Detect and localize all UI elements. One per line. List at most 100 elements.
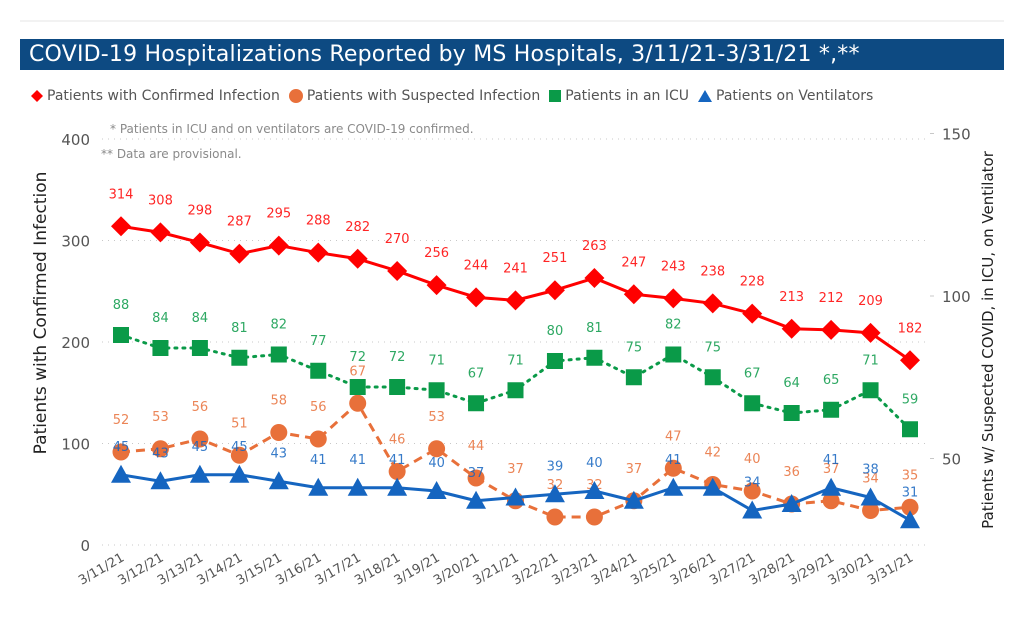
data-point (623, 490, 644, 509)
legend-label: Patients in an ICU (565, 88, 690, 104)
data-label: 82 (271, 318, 288, 333)
note-icu-ventilators: * Patients in ICU and on ventilators are… (110, 122, 474, 136)
legend-item-ventilators[interactable]: Patients on Ventilators (697, 88, 873, 104)
data-point (111, 216, 131, 237)
data-point (507, 382, 524, 399)
data-label: 36 (783, 465, 800, 480)
data-label: 59 (902, 392, 919, 407)
data-label: 45 (113, 440, 130, 455)
data-label: 40 (428, 456, 445, 471)
data-point (349, 379, 366, 395)
y-tick-label: 300 (61, 233, 90, 251)
data-point (347, 477, 368, 496)
circle-icon (288, 89, 303, 103)
data-point (191, 340, 208, 356)
data-point (428, 382, 445, 399)
data-label: 247 (621, 255, 646, 270)
data-point (821, 477, 842, 496)
top-divider (20, 20, 1004, 22)
data-label: 38 (862, 463, 879, 478)
note-provisional: ** Data are provisional. (101, 147, 242, 161)
data-label: 51 (231, 416, 248, 431)
data-label: 67 (744, 366, 761, 381)
data-label: 88 (113, 298, 130, 313)
data-point (189, 464, 210, 483)
data-label: 40 (586, 456, 603, 471)
data-label: 244 (464, 258, 489, 273)
data-label: 41 (665, 453, 682, 468)
data-label: 213 (779, 290, 804, 305)
data-label: 41 (389, 453, 406, 468)
data-point (623, 284, 644, 305)
data-point (901, 498, 919, 516)
legend: Patients with Confirmed Infection Patien… (30, 88, 881, 104)
data-label: 65 (823, 373, 840, 388)
data-point (781, 494, 802, 512)
data-point (821, 319, 842, 340)
x-tick-label: 3/31/21 (865, 550, 916, 588)
data-point (742, 303, 763, 324)
data-point (665, 346, 682, 363)
data-point (310, 362, 327, 379)
data-label: 84 (192, 311, 209, 326)
y2-tick-label: 100 (942, 288, 971, 306)
data-label: 243 (661, 259, 686, 274)
data-label: 44 (468, 439, 485, 454)
data-label: 77 (310, 334, 327, 349)
square-icon (549, 90, 562, 102)
data-point (585, 508, 603, 526)
data-label: 75 (626, 340, 643, 355)
data-point (466, 287, 487, 308)
data-label: 295 (266, 207, 291, 222)
data-point (625, 369, 642, 386)
data-point (112, 443, 130, 461)
data-point (308, 242, 329, 263)
data-point (823, 401, 840, 418)
legend-item-confirmed[interactable]: Patients with Confirmed Infection (30, 88, 280, 104)
data-label: 81 (231, 321, 248, 336)
data-label: 67 (349, 364, 366, 379)
data-point (584, 268, 605, 289)
data-label: 182 (898, 321, 923, 336)
data-point (151, 440, 169, 458)
data-label: 75 (704, 340, 721, 355)
data-point (902, 421, 918, 438)
data-label: 41 (823, 453, 840, 468)
data-point (229, 243, 250, 264)
data-label: 45 (231, 440, 248, 455)
data-label: 298 (187, 204, 212, 219)
data-point (505, 487, 526, 506)
data-point (781, 318, 802, 339)
right-axis-title: Patients w/ Suspected COVID, in ICU, on … (979, 150, 997, 529)
data-label: 42 (704, 446, 721, 461)
data-point (742, 500, 763, 519)
data-label: 64 (783, 376, 800, 391)
data-label: 37 (626, 462, 643, 477)
legend-item-suspected[interactable]: Patients with Suspected Infection (288, 88, 540, 104)
data-label: 263 (582, 239, 607, 254)
data-label: 209 (858, 294, 883, 309)
data-label: 270 (385, 232, 410, 247)
data-label: 46 (389, 433, 406, 448)
data-label: 238 (700, 264, 725, 279)
data-point (744, 395, 761, 412)
data-point (270, 424, 288, 441)
data-label: 40 (744, 452, 761, 467)
legend-item-icu[interactable]: Patients in an ICU (548, 88, 689, 104)
data-label: 34 (744, 476, 761, 491)
data-label: 71 (862, 353, 879, 368)
data-point (664, 459, 682, 477)
legend-label: Patients on Ventilators (716, 88, 874, 104)
data-point (309, 430, 327, 448)
data-point (862, 502, 880, 519)
y-tick-label: 200 (61, 334, 90, 352)
data-point (388, 463, 406, 480)
triangle-icon (698, 90, 713, 102)
data-point (308, 477, 329, 496)
legend-label: Patients with Suspected Infection (306, 88, 541, 104)
data-label: 288 (306, 214, 331, 229)
data-point (467, 469, 485, 487)
data-label: 80 (547, 324, 564, 339)
title-bar: COVID-19 Hospitalizations Reported by MS… (20, 39, 1004, 70)
data-point (268, 471, 289, 490)
